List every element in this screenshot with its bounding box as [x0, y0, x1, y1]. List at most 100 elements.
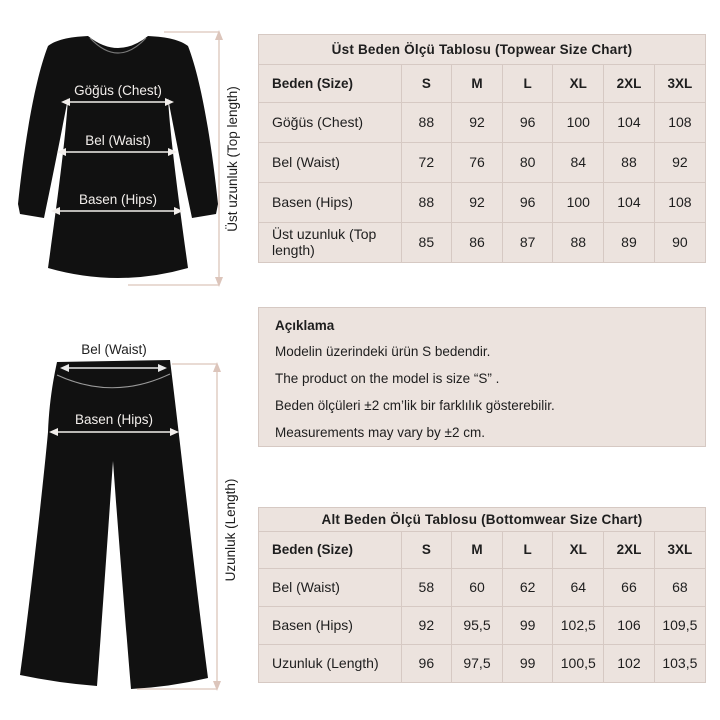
chest-measure-label: Göğüs (Chest)	[74, 83, 162, 98]
size-value: 90	[653, 221, 706, 263]
row-label: Bel (Waist)	[258, 567, 402, 607]
note-line: Measurements may vary by ±2 cm.	[275, 425, 485, 440]
note-line: The product on the model is size “S” .	[275, 371, 500, 386]
table-row-length: Uzunluk (Length) 96 97,5 99 100,5 102 10…	[258, 643, 706, 683]
collar-seam	[89, 37, 147, 54]
size-value: 66	[603, 567, 655, 607]
size-column-header: Beden (Size)	[258, 531, 402, 569]
topwear-table-title: Üst Beden Ölçü Tablosu (Topwear Size Cha…	[259, 35, 705, 65]
size-value: 96	[501, 101, 554, 143]
size-value: 108	[653, 181, 706, 223]
size-value: 100	[552, 101, 605, 143]
pants-waist-label: Bel (Waist)	[81, 342, 147, 357]
size-value: 97,5	[451, 643, 503, 683]
size-value: 76	[451, 141, 503, 183]
pants-waist-arrow	[60, 364, 167, 372]
size-value: 102	[603, 643, 655, 683]
size-header-xl: XL	[552, 64, 605, 103]
size-value: 80	[501, 141, 554, 183]
note-line: Beden ölçüleri ±2 cm’lik bir farklılık g…	[275, 398, 555, 413]
size-value: 100,5	[552, 643, 605, 683]
chest-measure-arrow	[61, 98, 174, 106]
size-header-3xl: 3XL	[653, 64, 706, 103]
notes-panel: Açıklama Modelin üzerindeki ürün S beden…	[258, 307, 706, 447]
notes-title: Açıklama	[275, 318, 335, 333]
size-value: 85	[400, 221, 453, 263]
row-label: Göğüs (Chest)	[258, 101, 402, 143]
size-value: 99	[501, 643, 554, 683]
hips-measure-label: Basen (Hips)	[79, 192, 157, 207]
waistband-seam	[56, 373, 171, 389]
size-value: 84	[552, 141, 605, 183]
top-length-measure-line	[128, 30, 223, 287]
waist-measure-label: Bel (Waist)	[85, 133, 151, 148]
size-header-l: L	[501, 64, 554, 103]
size-value: 68	[653, 567, 706, 607]
size-value: 102,5	[552, 605, 605, 645]
size-value: 92	[451, 181, 503, 223]
size-value: 95,5	[451, 605, 503, 645]
size-value: 92	[400, 605, 453, 645]
size-header-s: S	[400, 64, 453, 103]
topwear-diagram: Göğüs (Chest) Bel (Waist) Basen (Hips) Ü…	[18, 30, 240, 287]
length-measure-line	[137, 362, 221, 691]
hips-measure-arrow	[51, 207, 183, 215]
topwear-size-chart: Üst Beden Ölçü Tablosu (Topwear Size Cha…	[258, 34, 706, 263]
row-label: Üst uzunluk (Top length)	[258, 221, 402, 263]
bottomwear-diagram: Bel (Waist) Basen (Hips) Uzunluk (Length…	[20, 342, 238, 691]
size-value: 109,5	[653, 605, 706, 645]
header-row: Beden (Size) S M L XL 2XL 3XL	[258, 531, 706, 569]
size-value: 104	[603, 101, 655, 143]
size-value: 58	[400, 567, 453, 607]
size-header-s: S	[400, 531, 453, 569]
size-value: 99	[501, 605, 554, 645]
table-row-waist: Bel (Waist) 58 60 62 64 66 68	[258, 567, 706, 607]
pants-silhouette	[20, 360, 208, 689]
waist-measure-arrow	[57, 148, 177, 156]
size-value: 96	[501, 181, 554, 223]
size-header-xl: XL	[552, 531, 605, 569]
table-row-waist: Bel (Waist) 72 76 80 84 88 92	[258, 141, 706, 183]
size-value: 64	[552, 567, 605, 607]
tunic-silhouette	[18, 36, 218, 278]
size-value: 89	[603, 221, 655, 263]
pants-hips-arrow	[49, 428, 179, 436]
size-value: 88	[603, 141, 655, 183]
size-value: 92	[653, 141, 706, 183]
size-value: 62	[501, 567, 554, 607]
size-column-header: Beden (Size)	[258, 64, 402, 103]
size-value: 86	[451, 221, 503, 263]
bottomwear-table-title: Alt Beden Ölçü Tablosu (Bottomwear Size …	[259, 508, 705, 532]
topwear-size-table: Beden (Size) S M L XL 2XL 3XL Göğüs (Che…	[258, 64, 706, 263]
size-value: 88	[400, 101, 453, 143]
size-value: 104	[603, 181, 655, 223]
bottomwear-size-chart: Alt Beden Ölçü Tablosu (Bottomwear Size …	[258, 507, 706, 683]
table-row-hips: Basen (Hips) 88 92 96 100 104 108	[258, 181, 706, 223]
size-header-m: M	[451, 64, 503, 103]
row-label: Basen (Hips)	[258, 181, 402, 223]
row-label: Uzunluk (Length)	[258, 643, 402, 683]
row-label: Basen (Hips)	[258, 605, 402, 645]
top-length-label: Üst uzunluk (Top length)	[225, 86, 240, 232]
size-header-l: L	[501, 531, 554, 569]
size-value: 108	[653, 101, 706, 143]
size-value: 103,5	[653, 643, 706, 683]
size-value: 106	[603, 605, 655, 645]
size-value: 100	[552, 181, 605, 223]
table-row-hips: Basen (Hips) 92 95,5 99 102,5 106 109,5	[258, 605, 706, 645]
length-label: Uzunluk (Length)	[223, 479, 238, 582]
size-header-2xl: 2XL	[603, 64, 655, 103]
table-row-chest: Göğüs (Chest) 88 92 96 100 104 108	[258, 101, 706, 143]
size-value: 87	[501, 221, 554, 263]
table-row-top-length: Üst uzunluk (Top length) 85 86 87 88 89 …	[258, 221, 706, 263]
size-header-m: M	[451, 531, 503, 569]
header-row: Beden (Size) S M L XL 2XL 3XL	[258, 64, 706, 103]
size-value: 60	[451, 567, 503, 607]
pants-hips-label: Basen (Hips)	[75, 412, 153, 427]
size-header-2xl: 2XL	[603, 531, 655, 569]
row-label: Bel (Waist)	[258, 141, 402, 183]
size-value: 96	[400, 643, 453, 683]
size-header-3xl: 3XL	[653, 531, 706, 569]
bottomwear-size-table: Beden (Size) S M L XL 2XL 3XL Bel (Waist…	[258, 531, 706, 683]
